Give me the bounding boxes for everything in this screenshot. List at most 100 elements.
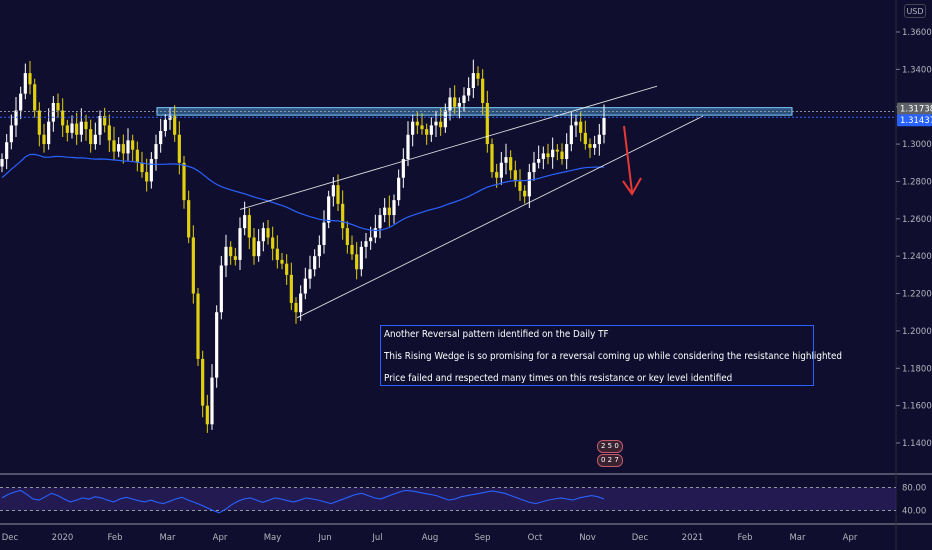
candle-body [9,125,13,143]
candle-body [425,129,429,135]
time-tick-label: May [264,533,282,543]
candle-body [537,159,541,163]
candle-body [415,121,419,126]
candle-body [336,185,340,204]
candle-body [149,159,153,182]
wedge-lower-line [296,115,704,319]
price-tag-value: 1.31437 [900,116,932,126]
price-tag-box [897,114,932,127]
time-tick-label: 2020 [52,533,74,543]
candle-body [252,237,256,257]
price-tick-label: 1.26000 [902,215,932,225]
time-tick-label: Nov [579,533,596,543]
candle-body [257,241,261,257]
candle-body [299,293,303,313]
candle-body [121,144,125,154]
candle-body [0,159,4,167]
wedge-upper-line [239,85,658,210]
rsi-level-label: 40.00 [902,507,926,517]
time-tick-label: Jul [371,533,382,543]
annotation-line-2: This Rising Wedge is so promising for a … [384,351,843,362]
candle-body [23,73,27,94]
currency-label[interactable]: USD [904,4,926,18]
candle-body [574,121,578,126]
candle-body [140,162,144,173]
candle-body [126,140,130,154]
annotation-line-1: Another Reversal pattern identified on t… [384,329,609,340]
time-tick-label: Dec [2,533,19,543]
candle-body [355,254,359,270]
candle-body [513,170,517,182]
price-tick-label: 1.20000 [902,327,932,337]
candle-body [471,73,475,89]
candle-body [117,144,121,152]
candle-body [401,159,405,178]
candle-body [313,256,317,270]
candle-body [159,131,163,145]
candle-body [131,140,135,150]
candle-body [93,134,97,145]
candle-body [350,244,354,255]
rsi-line [1,489,605,514]
candle-body [98,116,102,135]
candle-body [527,172,531,197]
candle-body [201,358,205,406]
rsi-level-label: 80.00 [902,484,926,494]
candle-body [229,246,233,257]
candle-body [523,190,527,197]
candle-body [490,144,494,173]
price-tick-label: 1.30000 [902,140,932,150]
candle-body [303,278,307,294]
time-tick-label: Mar [159,533,176,543]
candle-body [103,116,107,126]
candle-body [61,110,65,126]
candle-body [5,142,9,160]
rsi-band [0,487,896,511]
candle-body [233,256,237,260]
time-tick-label: Oct [528,533,543,543]
bearish-arrow-head [622,177,642,196]
candle-body [448,97,452,111]
candle-body [541,153,545,160]
candle-body [173,116,177,135]
candle-body [467,88,471,96]
candle-body [177,134,181,163]
time-tick-label: Dec [632,533,649,543]
candle-body [341,203,345,229]
candle-body [224,246,228,266]
candle-body [247,215,251,238]
candle-body [565,144,569,160]
price-tick-label: 1.24000 [902,252,932,262]
candle-body [551,149,555,158]
time-tick-label: Sep [474,533,490,543]
candle-body [56,102,60,111]
candle-body [28,73,32,85]
candle-body [481,78,485,103]
candle-body [327,196,331,223]
time-tick-label: Feb [107,533,122,543]
candle-body [560,151,564,160]
candle-body [429,125,433,135]
candle-body [275,248,279,260]
annotation-box[interactable]: Another Reversal pattern identified on t… [380,325,843,386]
candle-body [420,125,424,130]
time-tick-label: Jun [317,533,331,543]
candle-body [322,222,326,245]
candle-body [19,93,23,111]
candle-body [453,97,457,107]
candle-body [397,177,401,201]
candle-body [163,119,167,132]
earnings-badge[interactable]: 2 5 0 [597,440,623,453]
candle-body [89,129,93,145]
dividend-badge[interactable]: 0 2 7 [597,454,623,467]
candle-body [392,200,396,216]
candle-body [462,95,466,103]
price-tick-label: 1.16000 [902,402,932,412]
candle-body [79,121,83,135]
candle-body [569,125,573,145]
candle-body [243,215,247,229]
candle-body [518,181,522,191]
price-tag-box [897,102,932,115]
candle-body [70,123,74,133]
candle-body [387,207,391,216]
